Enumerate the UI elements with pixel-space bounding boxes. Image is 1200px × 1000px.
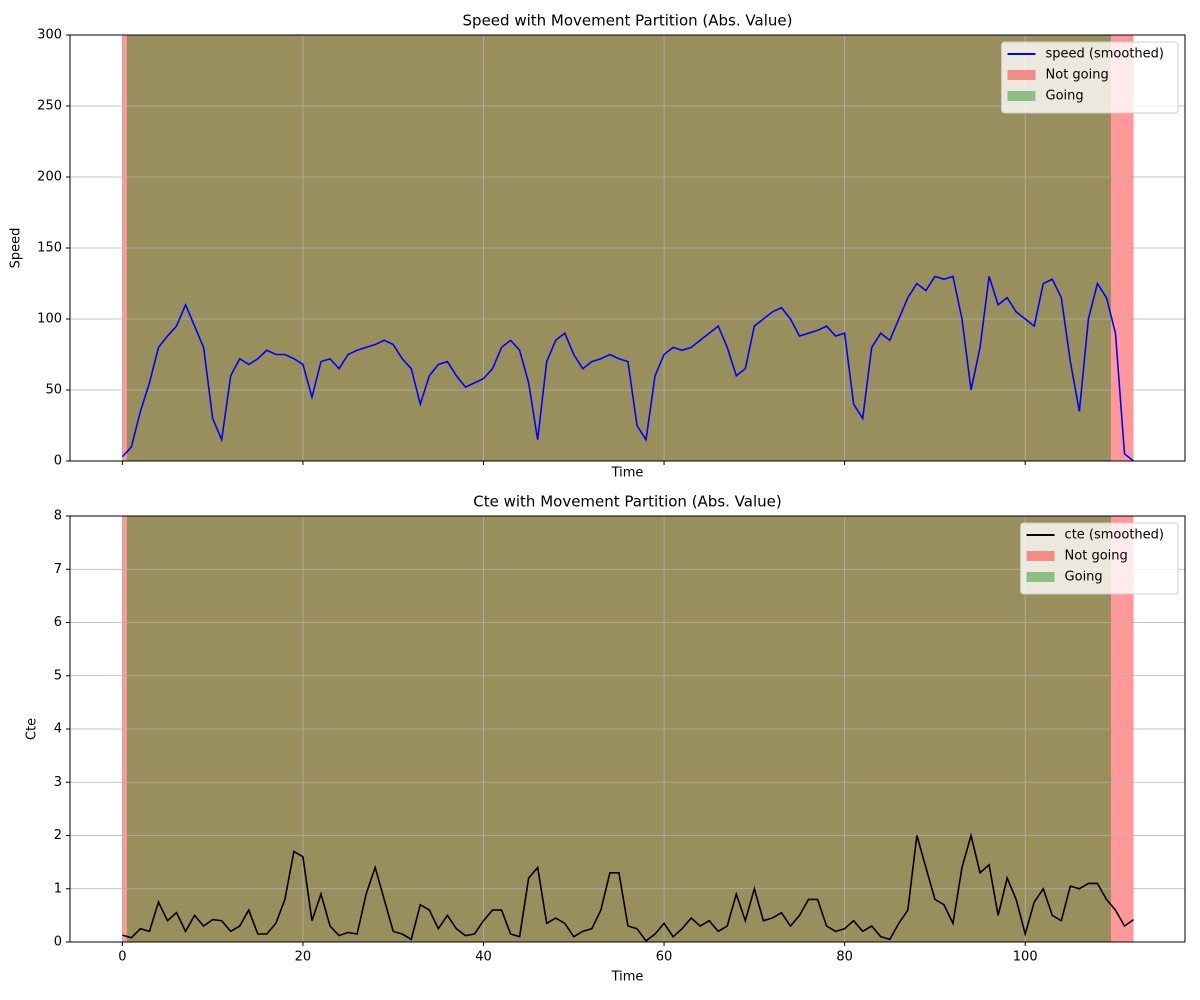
legend-swatch [1007, 70, 1036, 80]
axes-title: Speed with Movement Partition (Abs. Valu… [463, 12, 793, 30]
legend-swatch [1026, 572, 1055, 582]
legend-box [1020, 522, 1179, 595]
y-tick-label: 50 [45, 383, 62, 398]
legend-box [1001, 41, 1179, 114]
legend-label: Going [1065, 570, 1103, 585]
y-tick-label: 100 [37, 312, 62, 327]
axes-frame [69, 515, 1186, 943]
y-tick-label: 150 [37, 241, 62, 256]
axes-frame [69, 34, 1186, 462]
x-tick-label: 80 [836, 950, 853, 965]
data-line [122, 832, 1135, 942]
y-axis-label: Cte [25, 718, 40, 740]
legend-label: Not going [1046, 68, 1109, 83]
y-tick-label: 0 [54, 935, 62, 950]
legend-swatch [1026, 551, 1055, 561]
y-tick-label: 200 [37, 170, 62, 185]
y-tick-label: 7 [54, 562, 62, 577]
legend-label: Not going [1065, 549, 1128, 564]
x-tick-label: 40 [475, 950, 492, 965]
y-tick-label: 6 [54, 615, 62, 630]
data-line [121, 275, 1135, 461]
x-axis-label: Time [611, 970, 644, 985]
y-tick-label: 3 [54, 775, 62, 790]
axes: 0 50 100 150 200 250 300 Speed with Movement Pa… [9, 12, 1186, 481]
x-tick-label: 60 [656, 950, 673, 965]
legend-label: speed (smoothed) [1046, 47, 1164, 62]
legend: cte (smoothed) Not going Going [1020, 522, 1179, 595]
y-tick-label: 0 [54, 454, 62, 469]
y-tick-label: 300 [37, 28, 62, 43]
x-tick-label: 20 [295, 950, 312, 965]
y-tick-label: 4 [54, 722, 62, 737]
legend-swatch [1007, 91, 1036, 101]
y-tick-label: 5 [54, 668, 62, 683]
x-axis-label: Time [611, 466, 644, 481]
y-tick-label: 8 [54, 509, 62, 524]
axes-title: Cte with Movement Partition (Abs. Value) [473, 493, 781, 511]
legend-label: Going [1046, 89, 1084, 104]
legend: speed (smoothed) Not going Going [1001, 41, 1179, 114]
y-tick-label: 2 [54, 828, 62, 843]
y-tick-label: 250 [37, 99, 62, 114]
x-tick-label: 0 [118, 950, 126, 965]
x-tick-label: 100 [1013, 950, 1038, 965]
y-axis-label: Speed [9, 228, 24, 269]
y-tick-label: 1 [54, 881, 62, 896]
legend-label: cte (smoothed) [1065, 528, 1164, 543]
